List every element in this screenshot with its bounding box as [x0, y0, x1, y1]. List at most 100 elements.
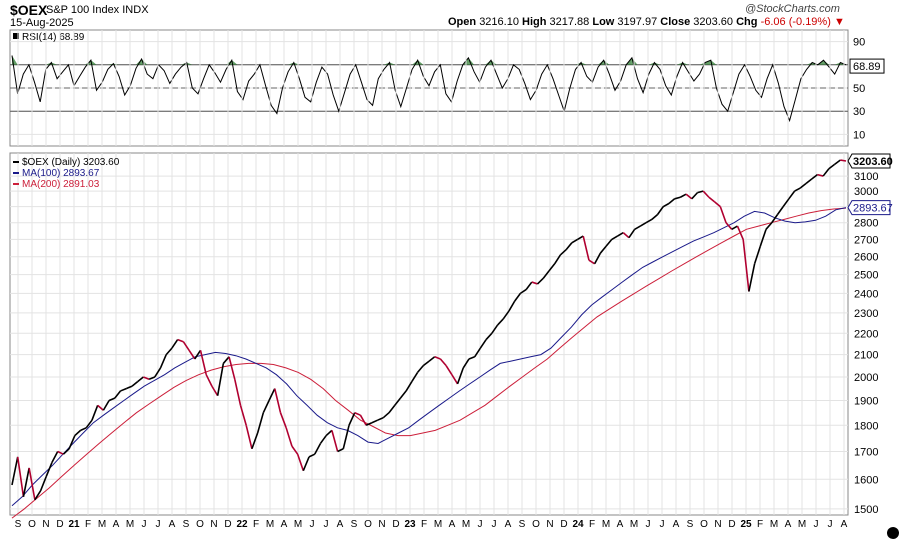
x-tick-label: A [113, 519, 120, 530]
x-tick-label: F [85, 519, 91, 530]
x-tick-label: O [196, 519, 204, 530]
price-segment [656, 206, 664, 216]
price-segment [748, 263, 756, 292]
price-segment [782, 198, 790, 208]
high-label: High [522, 16, 547, 28]
x-tick-label: O [700, 519, 708, 530]
price-tick-label: 1900 [854, 395, 878, 407]
x-tick-label: D [56, 519, 63, 530]
rsi-overbought-fill [293, 62, 300, 65]
rsi-overbought-fill [676, 62, 683, 65]
x-tick-label: 22 [236, 519, 248, 530]
price-segment [479, 339, 487, 349]
price-segment [120, 387, 127, 392]
price-segment [474, 347, 482, 358]
quote-date: 15-Aug-2025 [10, 17, 74, 29]
price-segment [422, 360, 430, 367]
x-tick-label: J [142, 519, 147, 530]
down-triangle-icon: ▼ [833, 16, 845, 28]
price-segment [679, 193, 687, 198]
price-tick-label: 2600 [854, 252, 878, 264]
x-tick-label: S [687, 519, 694, 530]
price-segment [239, 405, 247, 426]
price-segment [359, 414, 367, 426]
price-segment [508, 300, 516, 312]
price-segment [708, 196, 716, 203]
price-segment [553, 254, 562, 265]
x-tick-label: M [798, 519, 806, 530]
x-tick-label: 24 [572, 519, 584, 530]
close-label: Close [660, 16, 691, 28]
x-tick-label: S [15, 519, 22, 530]
price-segment [57, 450, 64, 455]
x-tick-label: M [602, 519, 610, 530]
price-segment [131, 380, 139, 387]
rsi-overbought-fill [51, 62, 58, 65]
price-legend-label: MA(200) 2891.03 [22, 179, 100, 190]
x-tick-label: D [560, 519, 567, 530]
price-segment [91, 405, 99, 421]
price-segment [285, 427, 293, 447]
price-segment [468, 356, 475, 360]
price-segment [39, 476, 48, 492]
price-segment [262, 400, 270, 414]
price-segment [16, 456, 25, 497]
price-tick-label: 2400 [854, 288, 878, 300]
price-segment [577, 235, 584, 241]
x-tick-label: D [392, 519, 399, 530]
x-tick-label: O [364, 519, 372, 530]
rsi-legend-swatch [13, 33, 19, 39]
ma-price-box [847, 200, 891, 216]
x-tick-label: M [294, 519, 302, 530]
price-segment [325, 429, 333, 437]
price-segment [291, 445, 299, 455]
x-tick-label: J [156, 519, 161, 530]
price-segment [456, 367, 465, 385]
price-segment [639, 222, 647, 227]
rsi-last-value-tag: 68.89 [849, 58, 885, 74]
price-segment [799, 182, 807, 189]
x-tick-label: N [546, 519, 553, 530]
rsi-line [11, 55, 847, 123]
price-segment [542, 270, 550, 279]
x-tick-label: 21 [68, 519, 80, 530]
price-segment [34, 490, 42, 501]
price-segment [222, 356, 230, 364]
ohlc-readout: Open 3216.10 High 3217.88 Low 3197.97 Cl… [448, 16, 845, 28]
price-segment [714, 201, 721, 208]
rsi-overbought-fill [834, 62, 841, 65]
rsi-last-value-box [849, 58, 885, 74]
price-segment [645, 218, 653, 224]
rsi-overbought-fill [389, 62, 396, 65]
price-segment [171, 339, 179, 349]
price-segment [685, 193, 693, 200]
price-segment [691, 192, 699, 200]
price-segment [559, 249, 567, 256]
rsi-tick-label: 90 [853, 37, 865, 49]
price-segment [159, 354, 167, 369]
price-segment [519, 288, 527, 295]
rsi-overbought-fill [648, 62, 655, 65]
price-segment [251, 432, 259, 450]
price-segment [348, 412, 356, 426]
rsi-tick-label: 30 [853, 106, 865, 118]
price-segment [74, 429, 82, 437]
price-segment [216, 363, 225, 396]
price-segment [765, 222, 773, 230]
x-tick-label: M [462, 519, 470, 530]
price-segment [697, 190, 704, 194]
price-segment [805, 178, 813, 185]
x-tick-label: F [589, 519, 595, 530]
price-segment [371, 419, 378, 424]
price-segment [725, 222, 733, 230]
x-tick-label: D [224, 519, 231, 530]
rsi-overbought-fill [823, 60, 830, 65]
price-segment [268, 388, 276, 401]
price-segment [319, 435, 327, 444]
price-segment [273, 388, 282, 413]
ma100-line [11, 207, 847, 507]
price-segment [634, 225, 641, 231]
chg-value: -6.06 (-0.19%) [760, 16, 831, 28]
rsi-legend-label: RSI(14) 68.89 [22, 32, 85, 43]
price-segment [617, 231, 624, 237]
